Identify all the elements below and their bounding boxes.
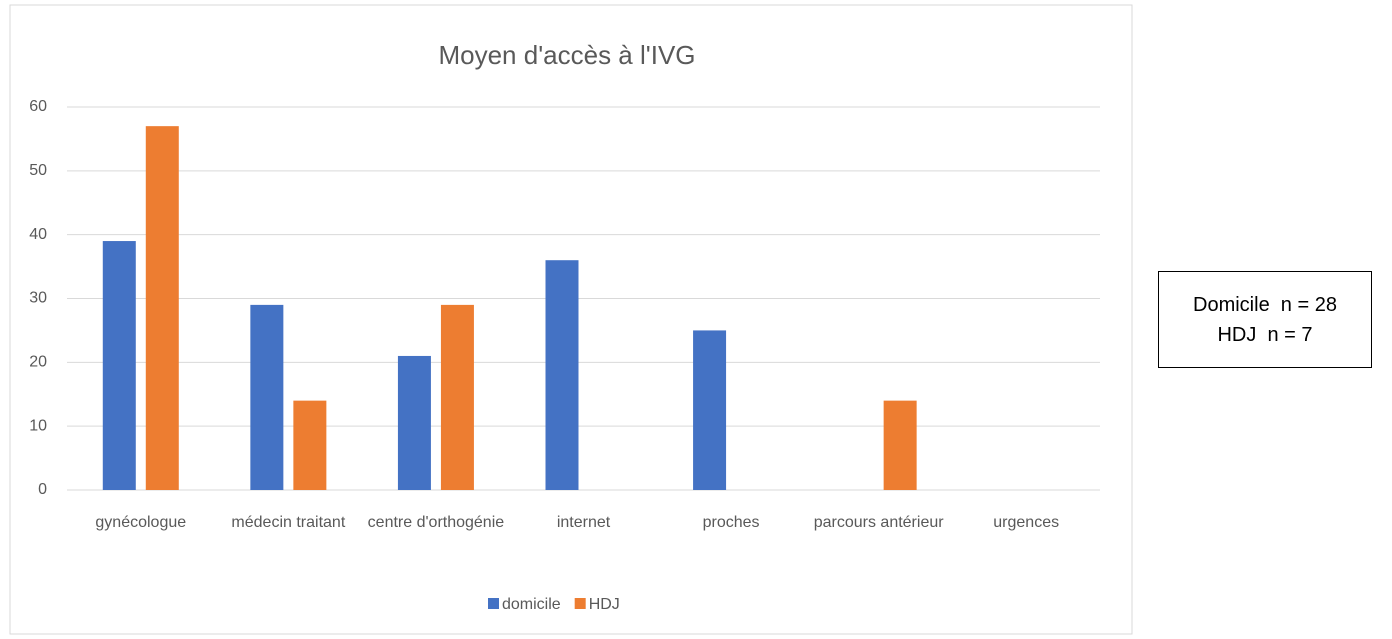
x-tick-label: proches xyxy=(702,514,760,531)
y-tick-label: 20 xyxy=(29,354,47,371)
y-tick-label: 50 xyxy=(29,162,47,179)
bar xyxy=(440,304,474,490)
x-tick-label: urgences xyxy=(993,514,1060,531)
bar xyxy=(883,400,917,490)
x-tick-label: internet xyxy=(556,514,611,531)
bar xyxy=(250,304,284,490)
y-tick-label: 40 xyxy=(29,226,47,243)
bar xyxy=(693,330,727,490)
annotation-box: Domicile n = 28 HDJ n = 7 xyxy=(1158,271,1372,368)
bar xyxy=(293,400,327,490)
bar xyxy=(145,126,179,491)
legend-swatch xyxy=(488,598,499,609)
y-tick-label: 0 xyxy=(38,481,47,498)
legend-label: HDJ xyxy=(589,596,620,613)
x-tick-label: parcours antérieur xyxy=(813,514,944,531)
y-tick-label: 30 xyxy=(29,290,47,307)
chart-title: Moyen d'accès à l'IVG xyxy=(438,40,695,70)
y-tick-label: 60 xyxy=(29,98,47,115)
legend-label: domicile xyxy=(502,596,561,613)
y-tick-label: 10 xyxy=(29,417,47,434)
x-tick-label: médecin traitant xyxy=(231,514,346,531)
x-tick-label: centre d'orthogénie xyxy=(367,514,505,531)
bar xyxy=(545,260,579,490)
legend-swatch xyxy=(574,598,586,609)
annotation: HDJ n = 7 xyxy=(1217,323,1313,346)
bar xyxy=(397,355,431,490)
annotation: Domicile n = 28 xyxy=(1193,293,1337,316)
x-tick-label: gynécologue xyxy=(95,514,187,531)
bar xyxy=(102,241,136,490)
